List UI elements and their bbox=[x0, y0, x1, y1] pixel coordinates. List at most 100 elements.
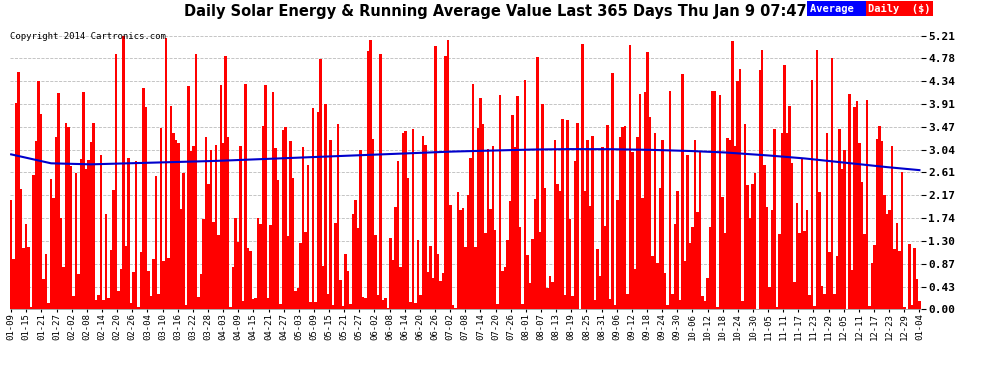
Bar bbox=[781, 133, 783, 309]
Bar bbox=[512, 115, 514, 309]
Bar bbox=[763, 165, 766, 309]
Bar bbox=[294, 291, 297, 309]
Bar bbox=[389, 238, 392, 309]
Bar bbox=[279, 304, 282, 309]
Bar bbox=[646, 52, 648, 309]
Bar bbox=[251, 299, 254, 309]
Bar bbox=[304, 232, 307, 309]
Bar bbox=[911, 305, 913, 309]
Bar bbox=[704, 301, 706, 309]
Bar bbox=[642, 198, 644, 309]
Bar bbox=[771, 210, 773, 309]
Bar bbox=[100, 154, 102, 309]
Bar bbox=[122, 36, 125, 309]
Bar bbox=[320, 59, 322, 309]
Bar bbox=[542, 104, 544, 309]
Bar bbox=[262, 126, 264, 309]
Bar bbox=[451, 304, 454, 309]
Bar bbox=[719, 94, 721, 309]
Bar bbox=[414, 303, 417, 309]
Bar bbox=[798, 234, 801, 309]
Bar bbox=[783, 64, 786, 309]
Bar bbox=[162, 261, 164, 309]
Bar bbox=[527, 255, 529, 309]
Bar bbox=[429, 246, 432, 309]
Bar bbox=[315, 302, 317, 309]
Bar bbox=[509, 201, 512, 309]
Bar bbox=[731, 41, 734, 309]
Bar bbox=[497, 304, 499, 309]
Bar bbox=[440, 280, 442, 309]
Bar bbox=[309, 302, 312, 309]
Bar bbox=[264, 85, 267, 309]
Bar bbox=[836, 256, 839, 309]
Bar bbox=[611, 73, 614, 309]
Bar bbox=[866, 100, 868, 309]
Bar bbox=[574, 161, 576, 309]
Bar bbox=[247, 248, 249, 309]
Bar bbox=[858, 143, 861, 309]
Bar bbox=[23, 248, 25, 309]
Bar bbox=[834, 294, 836, 309]
Bar bbox=[205, 137, 207, 309]
Bar bbox=[374, 235, 377, 309]
Bar bbox=[143, 87, 145, 309]
Bar bbox=[627, 294, 629, 309]
Bar bbox=[40, 114, 43, 309]
Bar bbox=[346, 271, 349, 309]
Bar bbox=[651, 256, 653, 309]
Bar bbox=[743, 123, 746, 309]
Bar bbox=[364, 298, 366, 309]
Bar bbox=[138, 307, 140, 309]
Bar bbox=[559, 192, 561, 309]
Bar bbox=[195, 54, 197, 309]
Bar bbox=[673, 224, 676, 309]
Bar bbox=[546, 288, 548, 309]
Bar bbox=[539, 232, 542, 309]
Bar bbox=[292, 178, 294, 309]
Bar bbox=[297, 288, 299, 309]
Bar bbox=[28, 247, 30, 309]
Bar bbox=[871, 263, 873, 309]
Bar bbox=[154, 176, 157, 309]
Bar bbox=[886, 214, 888, 309]
Bar bbox=[272, 92, 274, 309]
Bar bbox=[317, 112, 320, 309]
Bar bbox=[809, 294, 811, 309]
Bar bbox=[524, 80, 527, 309]
Bar bbox=[254, 298, 257, 309]
Bar bbox=[804, 231, 806, 309]
Bar bbox=[402, 133, 404, 309]
Bar bbox=[529, 283, 532, 309]
Bar bbox=[125, 246, 127, 309]
Bar bbox=[107, 298, 110, 309]
Bar bbox=[766, 207, 768, 309]
Bar bbox=[841, 169, 843, 309]
Bar bbox=[624, 126, 627, 309]
Bar bbox=[432, 278, 434, 309]
Bar bbox=[863, 234, 866, 309]
Bar bbox=[753, 173, 756, 309]
Bar bbox=[918, 301, 921, 309]
Bar bbox=[232, 267, 235, 309]
Bar bbox=[689, 243, 691, 309]
Bar bbox=[327, 294, 330, 309]
Bar bbox=[908, 244, 911, 309]
Bar bbox=[62, 267, 64, 309]
Bar bbox=[853, 107, 855, 309]
Bar bbox=[20, 189, 23, 309]
Bar bbox=[537, 57, 539, 309]
Bar bbox=[437, 254, 440, 309]
Bar bbox=[566, 120, 569, 309]
Bar bbox=[514, 147, 517, 309]
Bar bbox=[601, 147, 604, 309]
Bar bbox=[826, 133, 829, 309]
Bar bbox=[227, 137, 230, 309]
Bar bbox=[776, 307, 778, 309]
Bar bbox=[873, 245, 876, 309]
Bar bbox=[706, 278, 709, 309]
Bar bbox=[102, 300, 105, 309]
Bar bbox=[237, 242, 240, 309]
Bar bbox=[548, 276, 551, 309]
Text: Daily  ($): Daily ($) bbox=[868, 4, 931, 14]
